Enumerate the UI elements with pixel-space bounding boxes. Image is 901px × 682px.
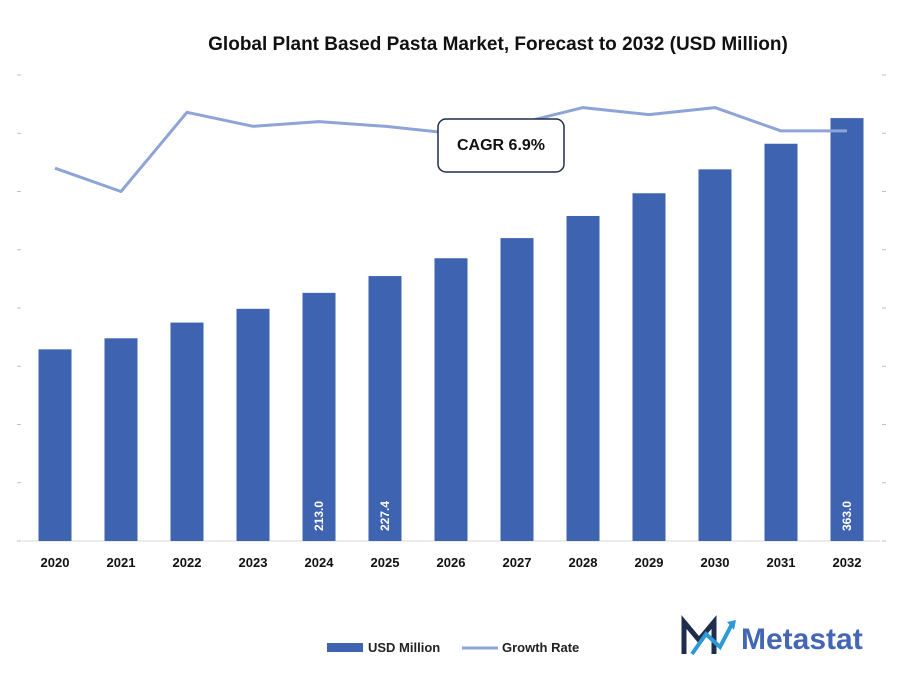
x-tick-label-2020: 2020 xyxy=(41,555,70,570)
right-axis-ticks xyxy=(882,74,886,542)
bar-series xyxy=(38,118,864,542)
x-tick-label-2030: 2030 xyxy=(701,555,730,570)
cagr-label: CAGR 6.9% xyxy=(457,137,545,154)
x-tick-label-2032: 2032 xyxy=(833,555,862,570)
x-tick-label-2024: 2024 xyxy=(305,555,335,570)
bar-2029 xyxy=(632,193,666,541)
chart-title: Global Plant Based Pasta Market, Forecas… xyxy=(208,34,788,55)
bar-2022 xyxy=(170,322,204,541)
data-label-2025: 227.4 xyxy=(378,501,392,531)
metastat-logo: Metastat xyxy=(681,615,863,656)
x-axis-tick-labels: 2020 2021 2022 2023 2024 2025 2026 2027 2028 2029… xyxy=(41,555,862,570)
bar-2030 xyxy=(698,169,732,542)
bar-2020 xyxy=(38,349,72,541)
bar-2027 xyxy=(500,238,534,541)
data-label-2024: 213.0 xyxy=(312,501,326,531)
data-labels: 213.0 227.4 363.0 xyxy=(312,501,854,531)
legend-swatch-usd-million xyxy=(327,643,363,652)
bar-2031 xyxy=(764,143,798,542)
x-tick-label-2026: 2026 xyxy=(437,555,466,570)
bar-2026 xyxy=(434,258,468,541)
legend-label-usd-million: USD Million xyxy=(368,640,440,655)
legend: USD Million Growth Rate xyxy=(327,640,579,655)
cagr-annotation: CAGR 6.9% xyxy=(437,118,565,173)
data-label-2032: 363.0 xyxy=(840,501,854,531)
x-tick-label-2025: 2025 xyxy=(371,555,400,570)
x-tick-label-2031: 2031 xyxy=(767,555,796,570)
x-tick-label-2029: 2029 xyxy=(635,555,664,570)
bar-2028 xyxy=(566,215,600,541)
x-tick-label-2028: 2028 xyxy=(569,555,598,570)
x-tick-label-2027: 2027 xyxy=(503,555,532,570)
metastat-logo-text: Metastat xyxy=(741,623,863,656)
bar-2024 xyxy=(302,292,336,541)
left-axis-ticks xyxy=(17,74,21,542)
bar-2021 xyxy=(104,338,138,541)
bar-2032 xyxy=(830,118,864,541)
x-tick-label-2022: 2022 xyxy=(173,555,202,570)
metastat-logo-icon xyxy=(681,615,736,656)
x-tick-label-2023: 2023 xyxy=(239,555,268,570)
cagr-box xyxy=(437,118,565,173)
x-tick-label-2021: 2021 xyxy=(107,555,136,570)
bar-2023 xyxy=(236,308,270,541)
legend-label-growth-rate: Growth Rate xyxy=(502,640,579,655)
bar-2025 xyxy=(368,276,402,541)
